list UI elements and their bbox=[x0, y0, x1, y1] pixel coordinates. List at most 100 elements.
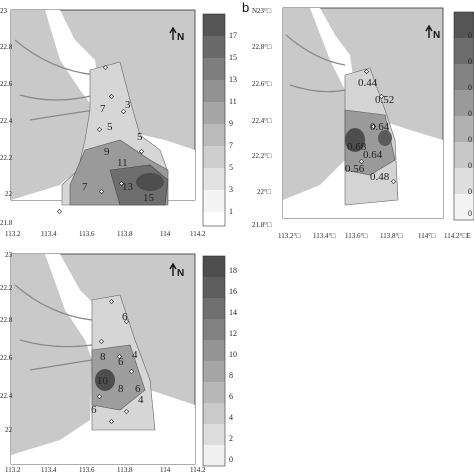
panel-c-lon-tick: 114.2 bbox=[190, 466, 206, 474]
panel-c-lon-tick: 113.4 bbox=[41, 466, 57, 474]
panel-b-contour-label-4: 0.68 bbox=[347, 141, 367, 153]
panel-a-colorbar-tick: 1 bbox=[229, 207, 233, 216]
panel-b-north-arrow: N bbox=[425, 24, 440, 41]
panel-c-contour-label-7: 6 bbox=[135, 383, 141, 395]
panel-a-rivers bbox=[14, 39, 96, 121]
north-arrow-icon bbox=[169, 262, 177, 276]
panel-c-lon-tick: 114 bbox=[160, 466, 171, 474]
panel-c-colorbar-tick: 14 bbox=[229, 308, 237, 317]
panel-c-colorbar bbox=[202, 255, 226, 467]
panel-c-colorbar-tick: 2 bbox=[229, 434, 233, 443]
panel-c-colorbar-tick: 4 bbox=[229, 413, 233, 422]
panel-c-contour-label-8: 6 bbox=[91, 404, 97, 416]
panel-c-lat-tick: 23 bbox=[5, 251, 13, 259]
panel-a-colorbar-tick: 15 bbox=[229, 53, 237, 62]
panel-c-lon-tick: 113.2 bbox=[5, 466, 21, 474]
panel-a-colorbar-tick: 11 bbox=[229, 97, 237, 106]
panel-b-lat-tick: 22.6°□ bbox=[252, 80, 272, 88]
panel-a-lon-tick: 113.8 bbox=[117, 230, 133, 238]
panel-c-field-max bbox=[95, 369, 115, 391]
panel-b-lon-tick: 113.4°□ bbox=[313, 232, 336, 240]
panel-b-colorbar-tick: 0 bbox=[468, 57, 472, 66]
panel-a-north-arrow: N bbox=[169, 26, 184, 43]
panel-c-lon-tick: 113.8 bbox=[117, 466, 133, 474]
panel-a-lat-tick: 22.4 bbox=[0, 117, 13, 125]
panel-c-rivers bbox=[14, 284, 93, 371]
panel-a-contour-label-4: 5 bbox=[137, 131, 143, 143]
panel-a-west-land bbox=[11, 10, 95, 200]
panel-c-colorbar-tick: 8 bbox=[229, 371, 233, 380]
panel-c-colorbar-tick: 16 bbox=[229, 287, 237, 296]
panel-b-rivers bbox=[285, 34, 346, 93]
panel-a-lat-tick: 23 bbox=[0, 7, 8, 15]
panel-a-colorbar-tick: 9 bbox=[229, 119, 233, 128]
panel-c-north-arrow: N bbox=[169, 262, 184, 279]
panel-b-colorbar bbox=[453, 11, 474, 221]
panel-a-lon-tick: 114.2 bbox=[190, 230, 206, 238]
panel-a-contour-label-2: 3 bbox=[125, 99, 131, 111]
panel-b-lon-tick: 114.2°□E bbox=[444, 232, 471, 240]
panel-c-west-land bbox=[11, 254, 92, 455]
panel-b-lat-tick: 22.4°□ bbox=[252, 117, 272, 125]
panel-b-colorbar-tick: 0 bbox=[468, 109, 472, 118]
panel-a-colorbar-tick: 17 bbox=[229, 31, 237, 40]
panel-b-lat-tick: 21.8°□ bbox=[252, 221, 272, 229]
panel-a-lat-tick: 22 bbox=[5, 190, 13, 198]
panel-b-lat-tick: 22°□ bbox=[257, 188, 272, 196]
panel-b-lon-tick: 113.2°□ bbox=[278, 232, 301, 240]
panel-b-contour-label-2: 0.52 bbox=[375, 94, 394, 106]
panel-a-lat-tick: 22.6 bbox=[0, 80, 13, 88]
panel-b-colorbar-tick: 0 bbox=[468, 187, 472, 196]
panel-b-colorbar-tick: 0 bbox=[468, 83, 472, 92]
panel-a-colorbar-tick: 7 bbox=[229, 141, 233, 150]
panel-a-colorbar-tick: 5 bbox=[229, 163, 233, 172]
panel-a-north-label: N bbox=[177, 32, 184, 43]
panel-c-colorbar-tick: 10 bbox=[229, 350, 237, 359]
panel-a-lon-tick: 114 bbox=[160, 230, 171, 238]
panel-c-colorbar-tick: 6 bbox=[229, 392, 233, 401]
panel-c-lon-tick: 113.6 bbox=[79, 466, 95, 474]
panel-a-lon-tick: 113.6 bbox=[79, 230, 95, 238]
panel-c-stations bbox=[96, 298, 135, 425]
panel-c-contour-label-4: 4 bbox=[132, 349, 138, 361]
panel-b-colorbar-tick: 0 bbox=[468, 31, 472, 40]
panel-c-contour-label-6: 8 bbox=[118, 383, 124, 395]
panel-a: 7 3 5 5 9 11 7 13 15 N 23 22.8 22.6 22.4… bbox=[0, 7, 237, 238]
panel-a-stations bbox=[56, 64, 145, 215]
panel-b: b 0.44 0.52 0.64 0.68 0.64 0.56 0.48 N N… bbox=[242, 0, 474, 240]
panel-c-colorbar-tick: 0 bbox=[229, 455, 233, 464]
panel-c-north-label: N bbox=[177, 268, 184, 279]
panel-c-lat-tick: 22.4 bbox=[0, 392, 13, 400]
panel-b-lon-tick: 113.8°□ bbox=[380, 232, 403, 240]
panel-b-colorbar-tick: 0 bbox=[468, 209, 472, 218]
panel-b-west-land bbox=[283, 8, 345, 200]
panel-a-contour-label-6: 11 bbox=[117, 157, 128, 169]
panel-b-field-mid bbox=[344, 109, 396, 176]
panel-b-contour-label-1: 0.44 bbox=[358, 77, 378, 89]
north-arrow-icon bbox=[169, 26, 177, 40]
panel-c-colorbar-tick: 18 bbox=[229, 266, 237, 275]
panel-a-colorbar-tick: 3 bbox=[229, 185, 233, 194]
panel-c-contour-label-9: 4 bbox=[138, 394, 144, 406]
panel-a-contour-label-7: 7 bbox=[82, 181, 88, 193]
panel-c-contour-label-3: 6 bbox=[118, 356, 124, 368]
panel-b-contour-label-7: 0.48 bbox=[370, 171, 390, 183]
panel-b-stations bbox=[358, 68, 397, 185]
panel-b-lat-tick: 22.2°□ bbox=[252, 152, 272, 160]
panel-c-lat-tick: 22.6 bbox=[0, 354, 13, 362]
panel-c-contour-label-1: 6 bbox=[122, 311, 128, 323]
panel-b-lat-tick: N23°□ bbox=[252, 7, 272, 15]
panel-c-lat-tick: 22 bbox=[5, 426, 13, 434]
panel-a-contour-label-1: 7 bbox=[100, 103, 106, 115]
panel-b-lon-tick: 113.6°□ bbox=[345, 232, 368, 240]
panel-b-contour-label-3: 0.64 bbox=[370, 121, 390, 133]
panel-b-north-label: N bbox=[433, 30, 440, 41]
panel-c-field-mid bbox=[91, 344, 146, 411]
panel-a-lat-tick: 22.8 bbox=[0, 43, 13, 51]
panel-c: 6 8 6 4 10 8 6 6 4 N 23 22.8 22.6 22.4 2… bbox=[0, 251, 237, 474]
panel-b-contour-label-5: 0.64 bbox=[363, 149, 383, 161]
panel-a-colorbar-tick: 13 bbox=[229, 75, 237, 84]
north-arrow-icon bbox=[425, 24, 433, 38]
panel-a-contour-label-5: 9 bbox=[104, 146, 110, 158]
